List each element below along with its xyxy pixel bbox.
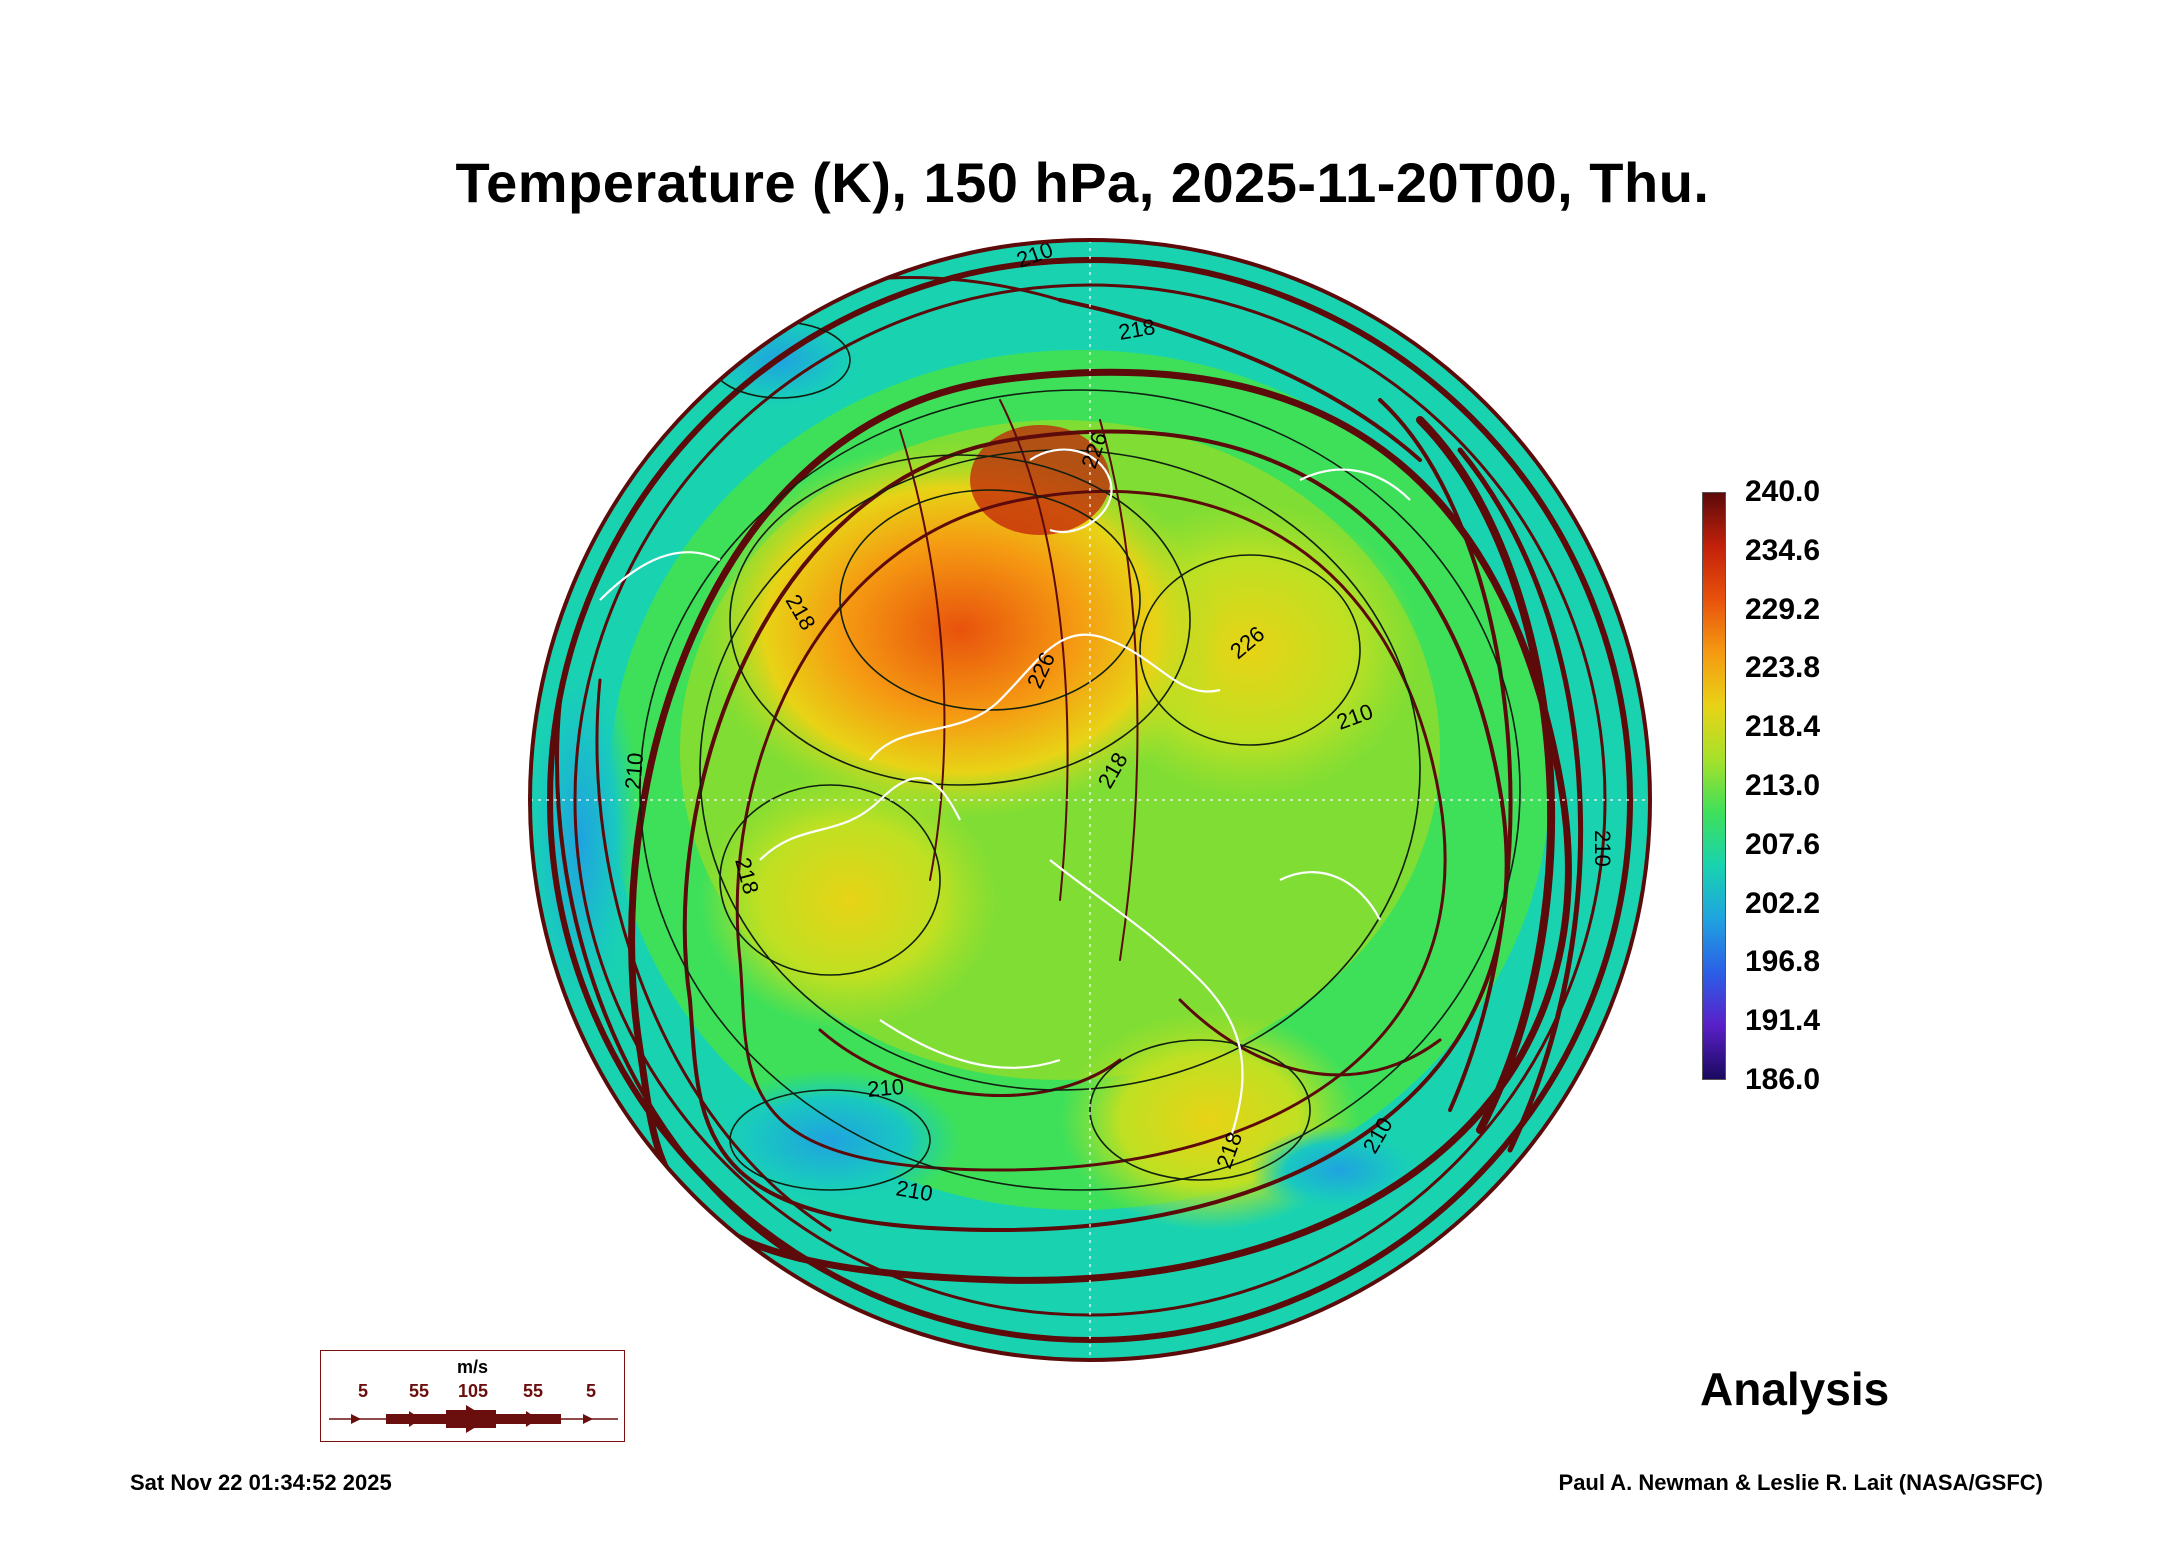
wind-legend-value: 5 <box>357 1381 369 1401</box>
wind-legend-value: 105 <box>457 1381 489 1401</box>
contour-label: 210 <box>866 1074 905 1102</box>
colorbar-tick-label: 218.4 <box>1745 710 1821 744</box>
wind-legend-unit: m/s <box>456 1357 489 1377</box>
wind-streamlines <box>547 257 1633 1343</box>
globe-field: 210 218 226 218 226 218 210 210 218 210 … <box>530 240 1650 1360</box>
colorbar-tick-label: 191.4 <box>1745 1004 1821 1038</box>
cool-region-w <box>530 640 640 1040</box>
contour-label: 210 <box>620 752 648 791</box>
timestamp: Sat Nov 22 01:34:52 2025 <box>130 1470 392 1495</box>
coastlines <box>530 240 1650 1360</box>
colorbar-tick-label: 223.8 <box>1745 651 1821 685</box>
cool-region-sw <box>700 1070 960 1210</box>
contour-label: 210 <box>1590 830 1615 867</box>
globe-outline <box>528 238 1652 1362</box>
colorbar-tick-label: 207.6 <box>1745 827 1821 861</box>
colorbar-tick-label: 234.6 <box>1745 533 1821 567</box>
colorbar-tick-label: 240.0 <box>1745 475 1821 508</box>
colorbar-tick-label: 213.0 <box>1745 769 1821 802</box>
wind-legend-glyph <box>329 1405 618 1433</box>
warm-maximum <box>970 425 1110 535</box>
colorbar-tick-label: 202.2 <box>1745 886 1821 920</box>
cool-region-se <box>1250 1125 1430 1215</box>
credit: Paul A. Newman & Leslie R. Lait (NASA/GS… <box>1558 1470 2043 1495</box>
colorbar <box>1702 492 1726 1080</box>
colorbar-tick-label: 186.0 <box>1745 1063 1821 1096</box>
wind-legend-value: 55 <box>522 1381 544 1401</box>
chart-title: Temperature (K), 150 hPa, 2025-11-20T00,… <box>455 151 1710 214</box>
temperature-contours <box>639 321 1521 1191</box>
analysis-label: Analysis <box>1700 1363 1890 1415</box>
colorbar-tick-label: 196.8 <box>1745 945 1821 979</box>
colorbar-tick-label: 229.2 <box>1745 592 1821 626</box>
wind-legend-value: 5 <box>585 1381 597 1401</box>
wind-speed-legend: m/s 5 55 105 55 5 <box>320 1350 625 1442</box>
wind-legend-value: 55 <box>408 1381 430 1401</box>
